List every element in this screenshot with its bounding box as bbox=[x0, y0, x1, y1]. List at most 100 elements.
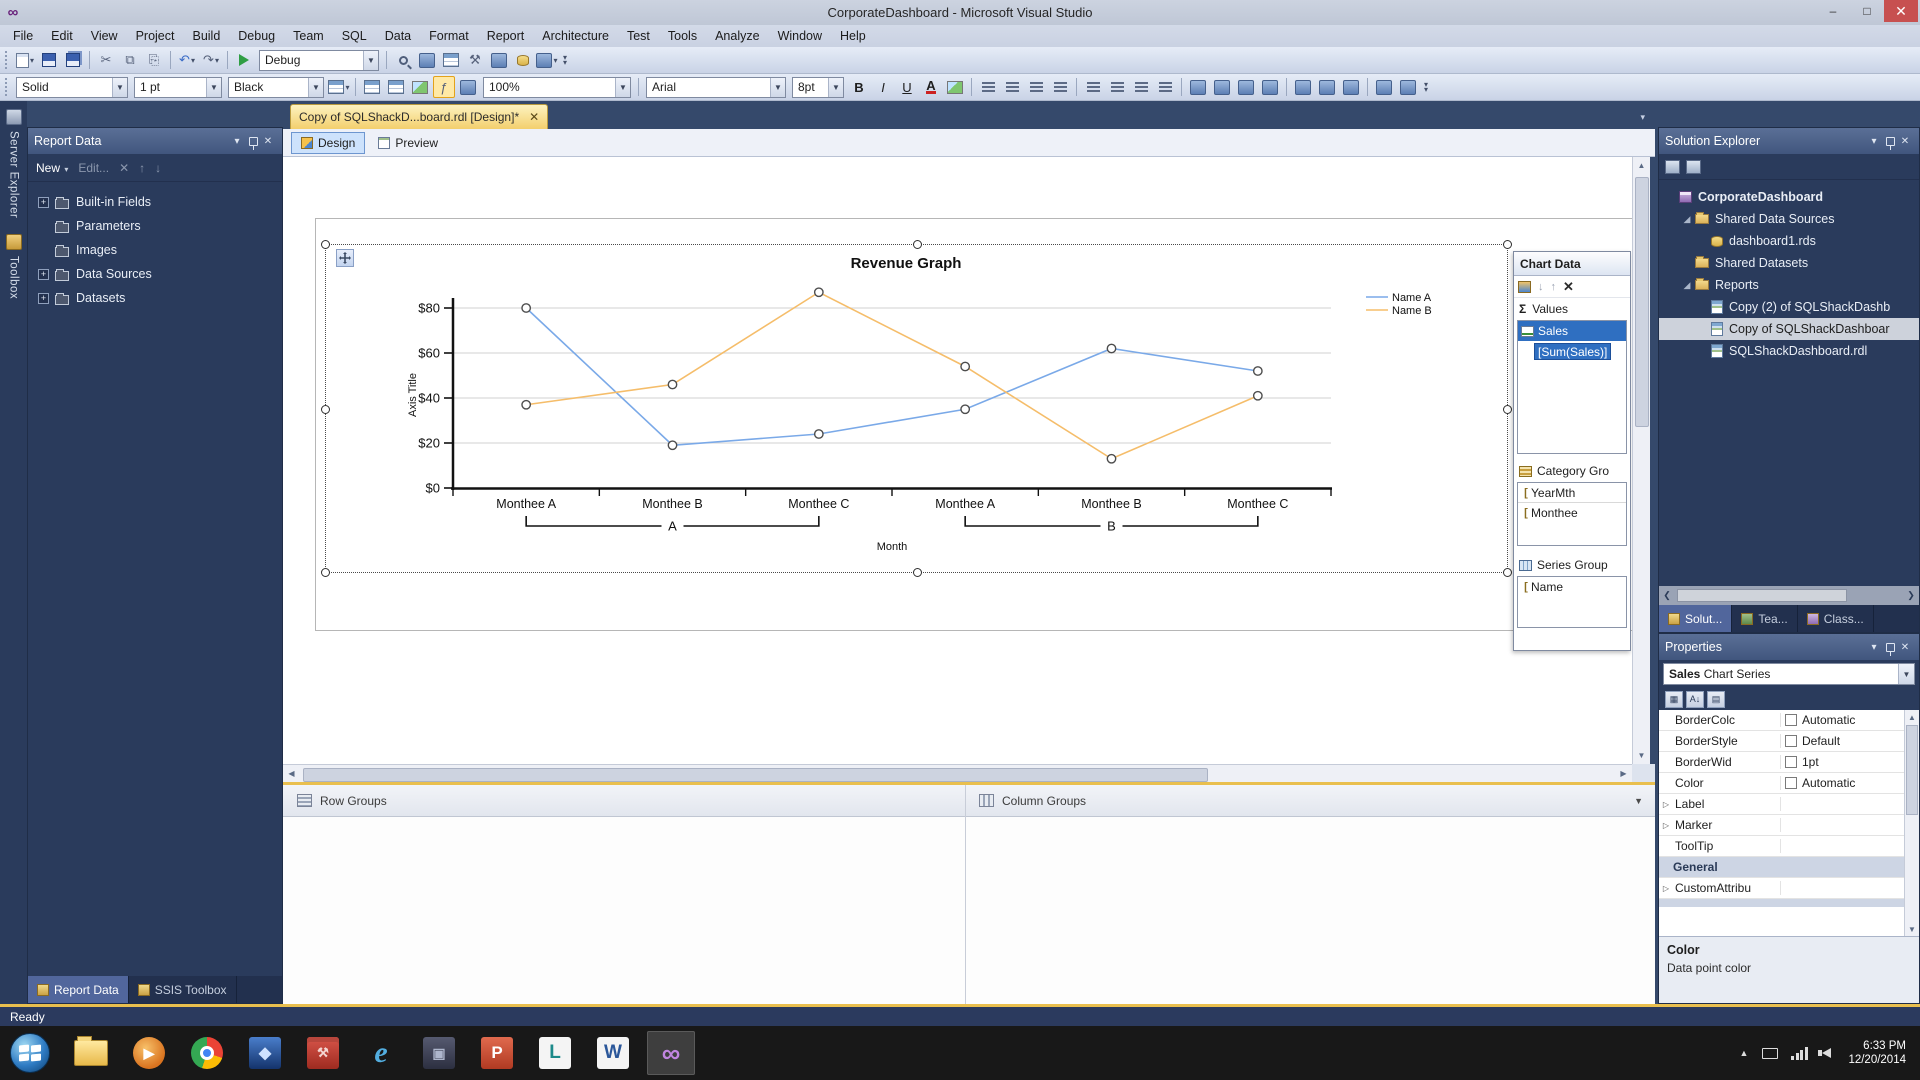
property-row-customattribu[interactable]: ▷ CustomAttribu bbox=[1659, 878, 1919, 899]
align-centers-icon[interactable] bbox=[1211, 76, 1233, 98]
find-in-files-icon[interactable] bbox=[392, 49, 414, 71]
expander-icon[interactable]: + bbox=[38, 268, 49, 280]
taskbar-visual-studio-active[interactable]: ∞ bbox=[647, 1031, 695, 1075]
chevron-down-icon[interactable]: ▾ bbox=[214, 55, 219, 65]
chart-object[interactable]: Revenue Graph $0 $20 $40 $60 $80 Axis Title Mon… bbox=[321, 240, 1512, 577]
tree-item-datasets[interactable]: + Datasets bbox=[28, 286, 282, 310]
expander-icon[interactable]: + bbox=[38, 196, 49, 208]
vertical-scrollbar[interactable]: ▲ ▼ bbox=[1632, 157, 1650, 764]
scrollbar-thumb[interactable] bbox=[1677, 589, 1847, 602]
align-center-icon[interactable] bbox=[1001, 76, 1023, 98]
move-handle-icon[interactable] bbox=[336, 249, 354, 267]
sidebar-tab-toolbox[interactable]: Toolbox bbox=[0, 226, 27, 307]
toolbar-grip[interactable] bbox=[5, 78, 10, 96]
align-lefts-icon[interactable] bbox=[1187, 76, 1209, 98]
bullets-icon[interactable] bbox=[1082, 76, 1104, 98]
property-value[interactable]: Automatic bbox=[1781, 776, 1919, 790]
toolbar-grip[interactable] bbox=[5, 51, 10, 69]
edit-button[interactable]: Edit... bbox=[78, 160, 110, 175]
clock[interactable]: 6:33 PM 12/20/2014 bbox=[1848, 1039, 1906, 1067]
menu-project[interactable]: Project bbox=[135, 29, 175, 43]
indent-icon[interactable] bbox=[1154, 76, 1176, 98]
menu-window[interactable]: Window bbox=[777, 29, 823, 43]
scroll-down-icon[interactable]: ▼ bbox=[1908, 924, 1916, 934]
taskbar-red-office-app[interactable]: P bbox=[473, 1031, 521, 1075]
bottom-tab-ssis-toolbox[interactable]: SSIS Toolbox bbox=[129, 976, 237, 1003]
solution-item-copy-of-sqlshackdashboar[interactable]: Copy of SQLShackDashboar bbox=[1659, 318, 1919, 340]
document-tab[interactable]: Copy of SQLShackD...board.rdl [Design]* … bbox=[290, 104, 549, 129]
border-grid-icon[interactable]: ▾ bbox=[328, 76, 350, 98]
edit-field-icon[interactable] bbox=[1518, 280, 1531, 293]
chevron-down-icon[interactable]: ▾ bbox=[345, 82, 350, 92]
menu-team[interactable]: Team bbox=[293, 29, 324, 43]
underline-icon[interactable]: U bbox=[902, 79, 912, 95]
menu-format[interactable]: Format bbox=[429, 29, 469, 43]
chevron-down-icon[interactable]: ▼ bbox=[363, 50, 378, 70]
bottom-tab-solut[interactable]: Solut... bbox=[1659, 605, 1733, 632]
toolbar-overflow-icon[interactable]: ▾ ▾ bbox=[1424, 80, 1429, 94]
tab-design[interactable]: Design bbox=[291, 131, 366, 154]
taskbar-dark-app[interactable]: ▣ bbox=[415, 1031, 463, 1075]
border-color-combo[interactable]: Black ▼ bbox=[228, 76, 324, 98]
tab-close-icon[interactable]: ✕ bbox=[529, 110, 540, 124]
menu-debug[interactable]: Debug bbox=[238, 29, 276, 43]
menu-sql[interactable]: SQL bbox=[341, 29, 367, 43]
resize-handle[interactable] bbox=[1503, 405, 1512, 414]
property-pages-icon[interactable]: ▤ bbox=[1707, 690, 1725, 708]
data-source-icon[interactable] bbox=[512, 49, 534, 71]
start-debug-icon[interactable] bbox=[233, 49, 255, 71]
taskbar-linqpad-app[interactable]: L bbox=[531, 1031, 579, 1075]
tree-item-data-sources[interactable]: + Data Sources bbox=[28, 262, 282, 286]
bottom-tab-report-data[interactable]: Report Data bbox=[28, 976, 129, 1003]
menu-edit[interactable]: Edit bbox=[51, 29, 73, 43]
font-size-combo[interactable]: 8pt ▼ bbox=[792, 76, 844, 98]
scrollbar-thumb[interactable] bbox=[1635, 177, 1649, 427]
bold-icon[interactable]: B bbox=[854, 79, 864, 95]
home-icon[interactable] bbox=[1665, 159, 1680, 174]
chevron-down-icon[interactable]: ▼ bbox=[770, 77, 785, 97]
bottom-tab-tea[interactable]: Tea... bbox=[1732, 605, 1798, 632]
pin-icon[interactable] bbox=[1886, 642, 1895, 656]
solution-item-dashboard1-rds[interactable]: dashboard1.rds bbox=[1659, 230, 1919, 252]
property-row-tooltip[interactable]: ToolTip bbox=[1659, 836, 1919, 857]
border-width-combo[interactable]: 1 pt ▼ bbox=[134, 76, 222, 98]
chevron-down-icon[interactable]: ▾ bbox=[190, 55, 195, 65]
solution-item-corporatedashboard[interactable]: CorporateDashboard bbox=[1659, 186, 1919, 208]
italic-icon[interactable]: I bbox=[881, 79, 885, 95]
align-left-icon[interactable] bbox=[977, 76, 999, 98]
close-button[interactable]: ✕ bbox=[1884, 0, 1918, 22]
align-tops-icon[interactable] bbox=[1259, 76, 1281, 98]
taskbar-blue-app[interactable]: ◆ bbox=[241, 1031, 289, 1075]
matrix-icon[interactable] bbox=[385, 76, 407, 98]
menu-architecture[interactable]: Architecture bbox=[542, 29, 609, 43]
highlight-icon[interactable] bbox=[944, 76, 966, 98]
solution-item-sqlshackdashboard-rdl[interactable]: SQLShackDashboard.rdl bbox=[1659, 340, 1919, 362]
expander-icon[interactable]: ◢ bbox=[1683, 213, 1691, 224]
taskbar-word-app[interactable]: W bbox=[589, 1031, 637, 1075]
volume-icon[interactable] bbox=[1818, 1048, 1832, 1058]
solution-item-shared-datasets[interactable]: Shared Datasets bbox=[1659, 252, 1919, 274]
resize-handle[interactable] bbox=[321, 568, 330, 577]
close-panel-icon[interactable]: ✕ bbox=[1900, 135, 1910, 147]
maximize-button[interactable]: □ bbox=[1863, 4, 1871, 18]
expression-icon[interactable]: ƒ bbox=[433, 76, 455, 98]
cut-icon[interactable]: ✂ bbox=[100, 52, 112, 67]
tree-item-images[interactable]: +Images bbox=[28, 238, 282, 262]
window-position-icon[interactable]: ▾ bbox=[234, 135, 240, 147]
window-position-icon[interactable]: ▾ bbox=[1871, 135, 1877, 147]
move-up-icon[interactable]: ↑ bbox=[139, 160, 146, 175]
category-group-monthee[interactable]: [Monthee bbox=[1518, 503, 1626, 523]
font-color-icon[interactable]: A bbox=[926, 78, 936, 94]
chevron-down-icon[interactable]: ▼ bbox=[112, 77, 127, 97]
menu-analyze[interactable]: Analyze bbox=[715, 29, 760, 43]
window-position-icon[interactable]: ▾ bbox=[1871, 641, 1877, 653]
start-button[interactable] bbox=[10, 1033, 50, 1073]
solution-item-shared-data-sources[interactable]: ◢ Shared Data Sources bbox=[1659, 208, 1919, 230]
property-value[interactable]: Automatic bbox=[1781, 713, 1919, 727]
send-to-back-icon[interactable] bbox=[1397, 76, 1419, 98]
resize-handle[interactable] bbox=[321, 405, 330, 414]
horizontal-scrollbar[interactable]: ◀ ▶ bbox=[283, 764, 1632, 782]
scroll-right-icon[interactable]: ▶ bbox=[1620, 769, 1627, 778]
zoom-combo[interactable]: 100% ▼ bbox=[483, 76, 631, 98]
scroll-up-icon[interactable]: ▲ bbox=[1908, 712, 1916, 722]
